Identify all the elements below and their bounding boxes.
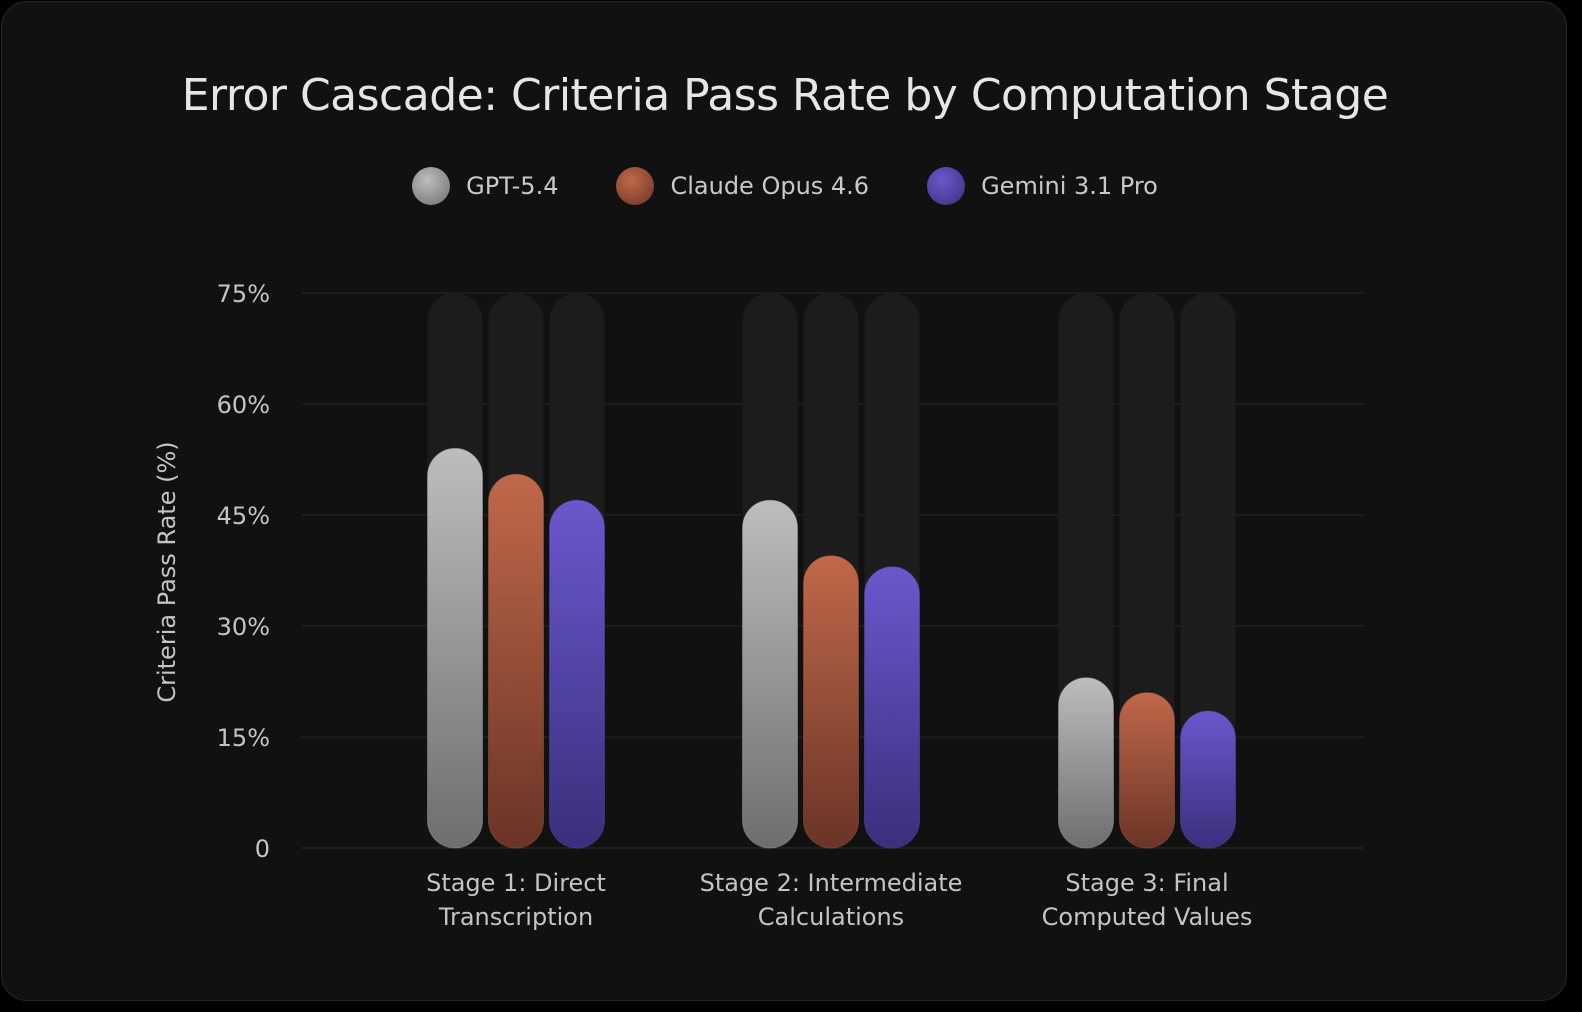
chart-title: Error Cascade: Criteria Pass Rate by Com… [181,70,1389,121]
y-axis-ticks: 0 15% 30% 45% 60% 75% [217,280,270,863]
bar-gemini-stage-2 [864,566,920,849]
bar-gemini-stage-3 [1180,710,1236,849]
legend-swatch-claude [616,167,655,205]
category-label-stage-3: Stage 3: Final Computed Values [1042,869,1253,931]
bar-chart: 015%30%45%60%75% Criteria Pass Rate (%) … [153,280,1364,931]
legend-swatch-gemini [927,167,966,205]
y-tick-label: 30% [217,613,270,641]
legend-label-gpt: GPT-5.4 [466,172,559,200]
y-tick-label: 75% [217,280,270,308]
bar-gpt-stage-2 [742,499,798,849]
y-tick-label: 0 [255,835,270,863]
bar-gemini-stage-1 [549,499,605,849]
legend-item-gemini: Gemini 3.1 Pro [927,167,1158,205]
y-tick-label: 15% [217,724,270,752]
category-label-stage-1: Stage 1: Direct Transcription [426,869,606,931]
bar-claude-stage-1 [488,473,544,849]
y-tick-label: 60% [217,391,270,419]
y-tick-label: 45% [217,502,270,530]
x-axis-categories: Stage 1: Direct Transcription Stage 2: Int… [426,869,1252,931]
bar-gpt-stage-1 [427,447,483,849]
bar-gpt-stage-3 [1058,677,1114,849]
legend-label-claude: Claude Opus 4.6 [670,172,870,200]
bars [427,447,1236,849]
legend: GPT-5.4 Claude Opus 4.6 Gemini 3.1 Pro [2,167,1566,205]
bar-track [1180,293,1236,848]
category-label-stage-2: Stage 2: Intermediate Calculations [700,869,963,931]
bar-claude-stage-2 [803,555,859,849]
chart-panel: Error Cascade: Criteria Pass Rate by Com… [1,1,1567,1001]
bar-claude-stage-3 [1119,692,1175,849]
legend-swatch-gpt [412,167,451,205]
legend-label-gemini: Gemini 3.1 Pro [981,172,1158,200]
y-axis-label: Criteria Pass Rate (%) [153,441,181,702]
legend-item-gpt: GPT-5.4 [412,167,558,205]
legend-item-claude: Claude Opus 4.6 [616,167,869,205]
